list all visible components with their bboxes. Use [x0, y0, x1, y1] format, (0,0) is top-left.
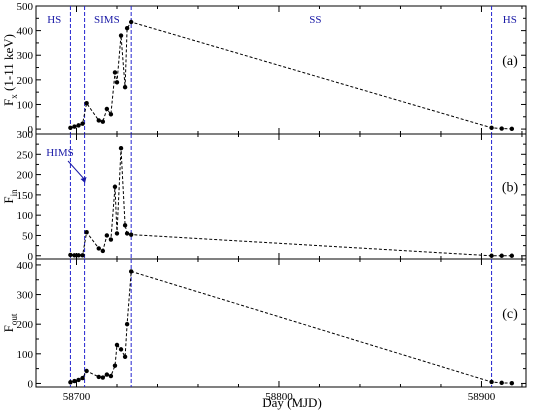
state-label: SIMS: [94, 14, 120, 26]
hims-arrow-head: [80, 177, 87, 183]
series-line: [70, 21, 512, 130]
y-axis-label: Fout: [1, 313, 19, 332]
state-label: HS: [47, 14, 61, 26]
y-tick-label: 400: [17, 26, 34, 38]
data-point: [128, 269, 134, 274]
data-point: [76, 377, 81, 383]
data-point: [80, 375, 85, 381]
data-point: [124, 321, 130, 327]
data-point: [104, 372, 110, 377]
panel-0: 0 100 200 300 400 500 (a) Fx (1-11 keV): [1, 1, 527, 136]
data-point: [68, 380, 73, 385]
data-point: [114, 342, 120, 348]
x-tick-label: 58800: [265, 391, 293, 403]
data-point: [124, 25, 130, 31]
y-tick-label: 200: [17, 75, 34, 87]
data-point: [96, 246, 101, 251]
y-tick-label: 0: [28, 124, 34, 136]
data-point: [118, 33, 124, 38]
state-label: SS: [309, 14, 321, 26]
data-point: [114, 231, 120, 236]
y-tick-label: 100: [17, 349, 34, 361]
data-point: [122, 354, 128, 359]
hims-label: HIMS: [46, 147, 74, 159]
y-tick-label: 300: [17, 50, 34, 62]
data-point: [489, 379, 494, 385]
data-point: [104, 106, 110, 112]
series-line: [70, 270, 512, 384]
y-tick-label: 300: [17, 290, 34, 302]
data-point: [112, 70, 118, 75]
y-tick-label: 200: [17, 319, 34, 331]
y-tick-label: 500: [17, 1, 34, 13]
data-point: [509, 253, 515, 258]
data-point: [72, 253, 77, 258]
panel-2: 0 100 200 300 400 (c) Fout: [1, 258, 527, 390]
y-tick-label: 250: [17, 149, 34, 161]
panel-tag: (a): [502, 54, 518, 69]
panel-1: 0 50 100 150 200 250 300 (b) Fin: [1, 129, 527, 263]
data-point: [124, 231, 130, 236]
panel-tag: (b): [502, 181, 519, 196]
y-tick-label: 0: [28, 251, 34, 263]
y-tick-label: 200: [17, 170, 34, 182]
x-tick-label: 58700: [63, 391, 91, 403]
y-tick-label: 100: [17, 99, 34, 111]
data-point: [118, 146, 124, 151]
data-point: [96, 374, 101, 380]
data-point: [72, 378, 77, 384]
data-point: [104, 233, 110, 238]
series-line: [70, 148, 512, 257]
y-axis-label: Fin: [1, 189, 19, 204]
data-point: [499, 126, 504, 131]
panel-tag: (c): [502, 307, 518, 322]
x-axis-label: Day (MJD): [262, 395, 322, 410]
data-point: [114, 80, 120, 85]
data-point: [489, 253, 494, 258]
data-point: [108, 237, 114, 242]
y-tick-label: 300: [17, 129, 34, 141]
data-point: [84, 101, 89, 106]
x-tick-label: 58900: [468, 391, 496, 403]
y-tick-label: 150: [17, 190, 34, 202]
panel-frame: [35, 258, 527, 388]
state-label: HS: [503, 14, 517, 26]
data-point: [489, 125, 494, 131]
data-point: [108, 112, 114, 117]
data-point: [112, 184, 118, 189]
panels-group: 0 100 200 300 400 500 (a) Fx (1-11 keV) 0 50 100 15…: [1, 1, 527, 403]
data-point: [509, 380, 515, 386]
data-point: [100, 248, 106, 254]
data-point: [84, 230, 89, 235]
data-point: [509, 126, 515, 132]
data-point: [76, 123, 81, 128]
y-axis-label: Fx (1-11 keV): [1, 34, 19, 106]
y-tick-label: 100: [17, 210, 34, 222]
data-point: [499, 253, 504, 258]
data-point: [499, 380, 504, 386]
data-point: [128, 19, 134, 25]
data-point: [112, 363, 118, 368]
data-point: [84, 368, 89, 374]
data-point: [72, 124, 77, 129]
data-point: [108, 373, 114, 379]
y-tick-label: 50: [22, 230, 34, 242]
data-point: [96, 118, 101, 123]
data-point: [100, 119, 106, 124]
data-point: [122, 85, 128, 90]
hims-arrow-line: [67, 160, 86, 181]
data-point: [118, 347, 124, 352]
y-tick-label: 400: [17, 260, 34, 272]
data-point: [122, 223, 128, 228]
data-point: [68, 125, 73, 131]
y-tick-label: 0: [28, 378, 34, 390]
data-point: [100, 375, 106, 380]
data-point: [80, 253, 85, 258]
data-point: [76, 253, 81, 258]
data-point: [128, 232, 134, 237]
data-point: [80, 121, 85, 126]
data-point: [68, 252, 73, 258]
